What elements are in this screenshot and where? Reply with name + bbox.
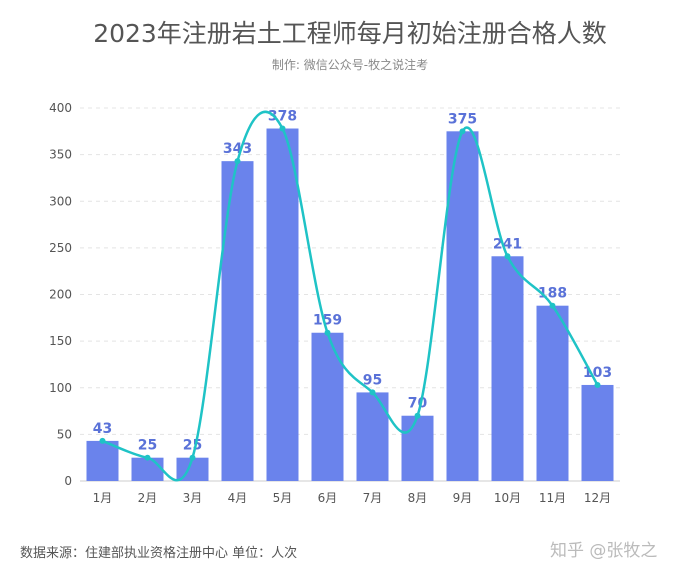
bar-1月 (86, 440, 119, 481)
trend-point (279, 125, 286, 132)
data-label: 95 (363, 372, 382, 388)
y-tick-label: 300 (49, 194, 72, 208)
x-tick-label: 10月 (494, 491, 521, 505)
y-tick-label: 350 (49, 148, 72, 162)
data-label: 43 (93, 421, 112, 437)
trend-point (99, 437, 106, 444)
x-tick-label: 4月 (228, 491, 248, 505)
y-tick-label: 150 (49, 334, 72, 348)
y-tick-label: 100 (49, 381, 72, 395)
trend-point (504, 253, 511, 260)
trend-point (189, 454, 196, 461)
y-tick-label: 0 (64, 474, 72, 488)
y-tick-label: 250 (49, 241, 72, 255)
x-tick-label: 11月 (539, 491, 566, 505)
trend-point (549, 302, 556, 309)
x-tick-label: 5月 (273, 491, 293, 505)
x-tick-label: 12月 (584, 491, 611, 505)
trend-point (144, 454, 151, 461)
x-tick-label: 3月 (183, 491, 203, 505)
bar-8月 (401, 415, 434, 481)
trend-line (102, 110, 599, 482)
y-tick-label: 50 (57, 427, 72, 441)
trend-point (414, 412, 421, 419)
bar-10月 (491, 256, 524, 481)
data-label: 159 (313, 313, 342, 329)
data-label: 343 (223, 141, 252, 157)
trend-point (324, 329, 331, 336)
trend-point (369, 389, 376, 396)
bar-5月 (266, 128, 299, 481)
data-label: 375 (448, 111, 477, 127)
watermark: 知乎 @张牧之 (550, 541, 658, 561)
data-label: 70 (408, 396, 428, 412)
x-tick-label: 7月 (363, 491, 383, 505)
x-tick-label: 1月 (93, 491, 113, 505)
chart-subtitle: 制作: 微信公众号-牧之说注考 (271, 58, 429, 72)
bar-12月 (581, 384, 614, 481)
chart-title: 2023年注册岩土工程师每月初始注册合格人数 (93, 19, 607, 48)
x-tick-label: 6月 (318, 491, 338, 505)
trend-point (459, 128, 466, 135)
trend-point (594, 381, 601, 388)
data-label: 378 (268, 109, 297, 125)
y-tick-label: 200 (49, 288, 72, 302)
source-note: 数据来源：住建部执业资格注册中心 单位：人次 (20, 546, 298, 561)
x-tick-label: 9月 (453, 491, 473, 505)
bar-4月 (221, 161, 254, 481)
bar-9月 (446, 131, 479, 481)
data-label: 25 (138, 438, 157, 454)
trend-point (234, 158, 241, 165)
bar-11月 (536, 305, 569, 481)
bar-2月 (131, 457, 164, 481)
x-tick-label: 2月 (138, 491, 158, 505)
bar-6月 (311, 332, 344, 481)
y-tick-label: 400 (49, 101, 72, 115)
data-label: 25 (183, 438, 202, 454)
x-tick-label: 8月 (408, 491, 428, 505)
data-label: 241 (493, 236, 522, 252)
